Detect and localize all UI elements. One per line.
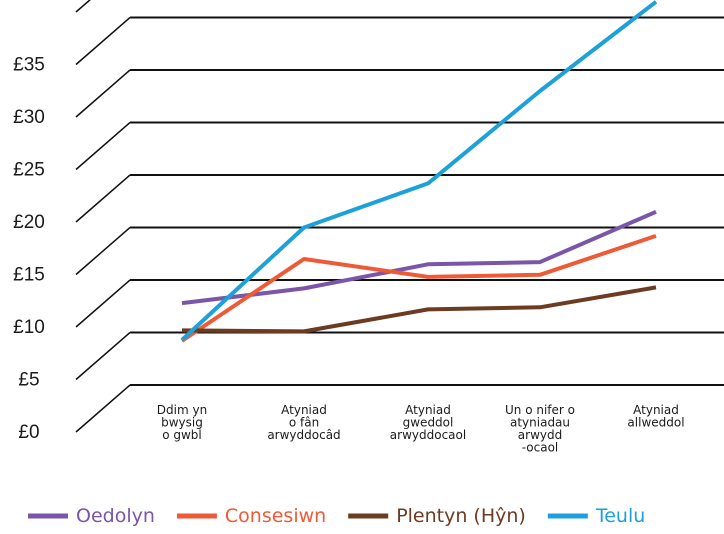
gridline-slant xyxy=(75,384,131,433)
series-line xyxy=(180,234,657,343)
y-tick-label: £25 xyxy=(13,160,45,181)
y-tick-label: £20 xyxy=(13,212,45,233)
gridline-slant xyxy=(75,69,131,118)
series-lines xyxy=(180,0,658,343)
grid xyxy=(75,0,724,433)
y-tick-label: £5 xyxy=(18,370,39,391)
gridline-slant xyxy=(75,226,131,276)
gridline-slant xyxy=(75,16,131,66)
y-tick-label: £10 xyxy=(13,317,45,338)
x-tick-label: Ddim yn bwysig o gwbl xyxy=(157,403,207,442)
y-tick-label: £30 xyxy=(13,107,45,128)
legend-label: Oedolyn xyxy=(76,505,155,527)
x-tick-label: Atyniad gweddol arwyddocaol xyxy=(390,403,466,442)
x-tick-label: Atyniad o fân arwyddocâd xyxy=(267,403,340,442)
gridline-slant xyxy=(75,121,131,171)
y-tick-label: £0 xyxy=(18,422,39,443)
y-axis-ticks: £0 £5 £10 £15 £20 £25 £30 £35 xyxy=(13,55,45,444)
legend-label: Plentyn (Hŷn) xyxy=(396,505,526,527)
gridline-slant xyxy=(75,279,131,328)
legend-label: Teulu xyxy=(595,505,645,527)
x-tick-label: Atyniad allweddol xyxy=(627,403,684,430)
y-tick-label: £35 xyxy=(13,55,45,76)
gridline-slant xyxy=(75,331,131,381)
y-tick-label: £15 xyxy=(13,265,45,286)
series-line xyxy=(180,0,658,342)
legend-label: Consesiwn xyxy=(225,505,326,527)
legend: Oedolyn Consesiwn Plentyn (Hŷn) Teulu xyxy=(28,505,645,527)
series-line xyxy=(181,209,657,306)
x-tick-label: Un o nifer o atyniadau arwydd -ocaol xyxy=(505,403,575,455)
series-line xyxy=(181,285,657,334)
gridline-slant xyxy=(75,0,91,13)
gridline-slant xyxy=(75,174,131,223)
x-axis-ticks: Ddim yn bwysig o gwbl Atyniad o fân arwyddocâ… xyxy=(157,403,685,455)
